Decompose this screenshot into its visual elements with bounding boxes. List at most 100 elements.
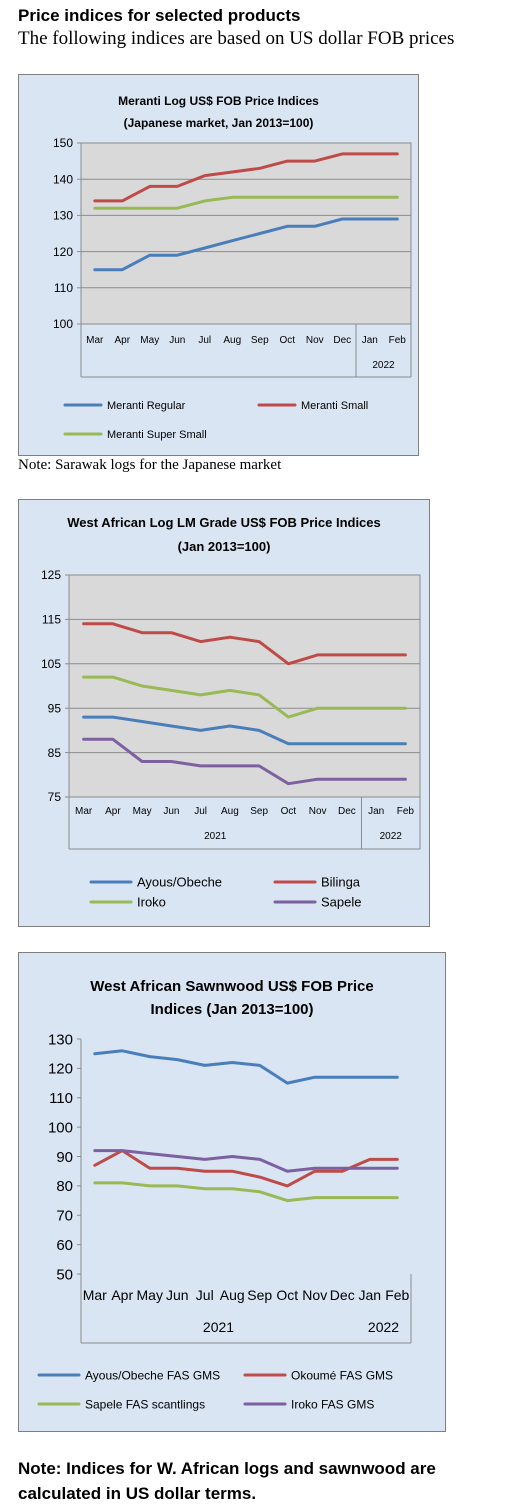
y-tick-label: 70 xyxy=(56,1208,73,1225)
x-tick-label: Aug xyxy=(220,1287,245,1303)
x-tick-label: Jan xyxy=(368,806,384,817)
x-tick-label: Nov xyxy=(309,806,327,817)
x-tick-label: Feb xyxy=(389,335,407,346)
legend-label: Ayous/Obeche xyxy=(137,875,222,890)
x-tick-label: Oct xyxy=(279,335,295,346)
legend-label: Sapele FAS scantlings xyxy=(85,1397,205,1411)
meranti-chart: Meranti Log US$ FOB Price Indices (Japane… xyxy=(53,94,412,441)
y-tick-label: 75 xyxy=(48,790,62,804)
x-tick-label: Sep xyxy=(250,806,268,817)
x-tick-label: Jun xyxy=(169,335,185,346)
y-tick-label: 90 xyxy=(56,1149,73,1166)
x-tick-label: Jun xyxy=(166,1287,189,1303)
x-tick-label: Oct xyxy=(276,1287,298,1303)
year-label: 2021 xyxy=(203,1319,234,1335)
x-tick-label: May xyxy=(133,806,152,817)
west-african-log-chart: West African Log LM Grade US$ FOB Price … xyxy=(41,515,421,910)
x-tick-label: Nov xyxy=(302,1287,327,1303)
y-tick-label: 120 xyxy=(48,1061,73,1078)
series-line xyxy=(93,1181,399,1203)
x-tick-label: Jul xyxy=(198,335,211,346)
y-tick-label: 150 xyxy=(53,136,73,150)
legend-label: Sapele xyxy=(321,895,361,910)
x-tick-label: Dec xyxy=(330,1287,355,1303)
x-tick-label: Jul xyxy=(196,1287,214,1303)
legend-label: Meranti Super Small xyxy=(107,429,207,441)
series-line xyxy=(93,195,399,210)
legend-label: Meranti Regular xyxy=(107,400,186,412)
x-tick-label: Oct xyxy=(281,806,297,817)
plot-area xyxy=(80,142,412,325)
x-tick-label: May xyxy=(137,1287,163,1303)
x-tick-label: Dec xyxy=(333,335,351,346)
x-tick-label: May xyxy=(140,335,159,346)
y-tick-label: 60 xyxy=(56,1237,73,1254)
chart-subtitle: Indices (Jan 2013=100) xyxy=(150,1001,313,1018)
x-tick-label: Apr xyxy=(105,806,121,817)
x-tick-label: Jan xyxy=(358,1287,381,1303)
year-label: 2022 xyxy=(368,1319,399,1335)
y-tick-label: 100 xyxy=(53,317,73,331)
year-label: 2022 xyxy=(380,831,403,842)
west-african-sawnwood-chart-panel: West African Sawnwood US$ FOB Price Indic… xyxy=(18,952,446,1432)
chart-title: Meranti Log US$ FOB Price Indices xyxy=(118,94,319,108)
y-tick-label: 115 xyxy=(42,613,61,627)
y-tick-label: 105 xyxy=(41,657,61,671)
chart-subtitle: (Jan 2013=100) xyxy=(178,539,271,554)
series-line xyxy=(93,1149,399,1173)
y-tick-label: 110 xyxy=(54,281,73,295)
west-african-log-chart-panel: West African Log LM Grade US$ FOB Price … xyxy=(18,499,430,927)
y-tick-label: 80 xyxy=(56,1178,73,1195)
meranti-chart-panel: Meranti Log US$ FOB Price Indices (Japane… xyxy=(18,74,419,456)
chart-title: West African Log LM Grade US$ FOB Price … xyxy=(67,515,381,530)
x-tick-label: Dec xyxy=(338,806,356,817)
series-line xyxy=(93,217,399,272)
x-tick-label: Feb xyxy=(385,1287,409,1303)
y-tick-label: 130 xyxy=(48,1031,73,1048)
chart-subtitle: (Japanese market, Jan 2013=100) xyxy=(124,116,314,130)
y-tick-label: 50 xyxy=(56,1266,73,1283)
year-label: 2022 xyxy=(372,360,395,371)
series-line xyxy=(93,152,399,203)
x-tick-label: Jan xyxy=(362,335,378,346)
series-line xyxy=(82,715,407,746)
x-tick-label: Mar xyxy=(83,1287,107,1303)
x-tick-label: Mar xyxy=(75,806,93,817)
x-tick-label: Aug xyxy=(223,335,241,346)
y-tick-label: 120 xyxy=(53,245,73,259)
chart-title: West African Sawnwood US$ FOB Price xyxy=(90,978,373,995)
legend-label: Ayous/Obeche FAS GMS xyxy=(85,1368,220,1382)
x-tick-label: Feb xyxy=(397,806,415,817)
plot-area xyxy=(68,574,421,798)
x-tick-label: Apr xyxy=(114,335,130,346)
y-tick-label: 100 xyxy=(48,1119,73,1136)
x-tick-label: Mar xyxy=(86,335,104,346)
x-tick-label: Sep xyxy=(251,335,269,346)
series-line xyxy=(82,737,407,786)
legend-label: Iroko xyxy=(137,895,166,910)
page-heading: Price indices for selected products xyxy=(18,6,301,25)
y-tick-label: 125 xyxy=(41,568,61,582)
y-tick-label: 140 xyxy=(53,172,73,186)
y-tick-label: 95 xyxy=(48,701,62,715)
legend-label: Meranti Small xyxy=(301,400,368,412)
series-line xyxy=(82,675,407,719)
y-tick-label: 85 xyxy=(48,746,62,760)
x-tick-label: Jun xyxy=(163,806,179,817)
y-tick-label: 130 xyxy=(53,209,73,223)
x-tick-label: Jul xyxy=(194,806,207,817)
page-subheading: The following indices are based on US do… xyxy=(18,28,455,49)
note-sarawak: Note: Sarawak logs for the Japanese mark… xyxy=(18,457,282,473)
x-tick-label: Sep xyxy=(247,1287,272,1303)
x-tick-label: Aug xyxy=(221,806,239,817)
series-line xyxy=(82,622,407,666)
legend-label: Bilinga xyxy=(321,875,361,890)
note-us-dollar-terms: Note: Indices for W. African logs and sa… xyxy=(18,1459,436,1503)
x-tick-label: Apr xyxy=(111,1287,133,1303)
x-tick-label: Nov xyxy=(306,335,324,346)
series-line xyxy=(93,1049,399,1085)
legend-label: Iroko FAS GMS xyxy=(291,1397,374,1411)
y-tick-label: 110 xyxy=(49,1090,73,1107)
legend-label: Okoumé FAS GMS xyxy=(291,1368,393,1382)
west-african-sawnwood-chart: West African Sawnwood US$ FOB Price Indic… xyxy=(37,978,412,1411)
